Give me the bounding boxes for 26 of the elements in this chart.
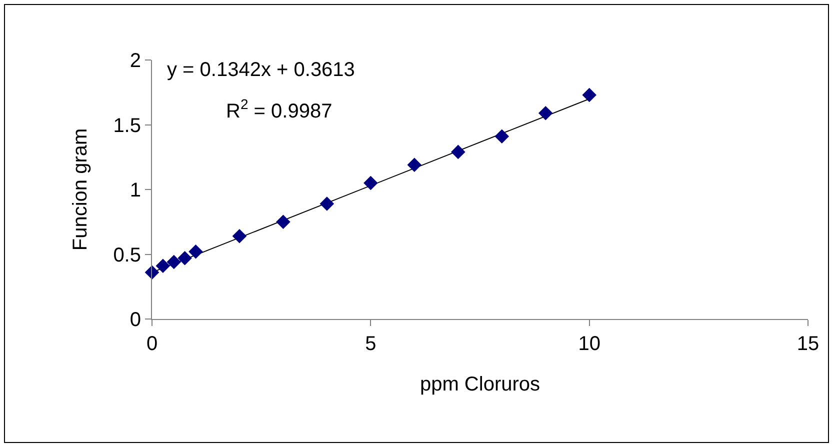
y-axis-title: Funcion gram bbox=[70, 128, 92, 251]
point bbox=[320, 196, 334, 211]
point bbox=[276, 214, 290, 230]
annotation: y = 0.1342x + 0.3613 bbox=[167, 59, 355, 81]
annotation: R$^{2}$ = 0.9987 bbox=[226, 96, 332, 122]
point bbox=[538, 106, 553, 120]
point bbox=[364, 176, 378, 190]
y-tick-label: 1.5 bbox=[113, 114, 141, 137]
point bbox=[166, 254, 182, 270]
y-tick-label: 0 bbox=[130, 309, 141, 331]
y-tick-label: 0.5 bbox=[113, 244, 141, 266]
point bbox=[232, 228, 247, 244]
x-tick-label: 0 bbox=[146, 333, 158, 355]
point bbox=[178, 250, 192, 266]
y-tick-label: 2 bbox=[130, 50, 141, 72]
point bbox=[156, 258, 170, 274]
x-tick-label: 10 bbox=[578, 333, 600, 355]
x-tick-label: 5 bbox=[365, 333, 376, 355]
point bbox=[450, 144, 466, 160]
x-tick-label: 15 bbox=[796, 333, 820, 355]
y-tick-label: 1 bbox=[130, 180, 141, 202]
x-axis-title: ppm Cloruros bbox=[420, 374, 540, 396]
point bbox=[494, 129, 510, 144]
point bbox=[188, 244, 203, 259]
point bbox=[582, 88, 596, 102]
point bbox=[407, 158, 422, 172]
